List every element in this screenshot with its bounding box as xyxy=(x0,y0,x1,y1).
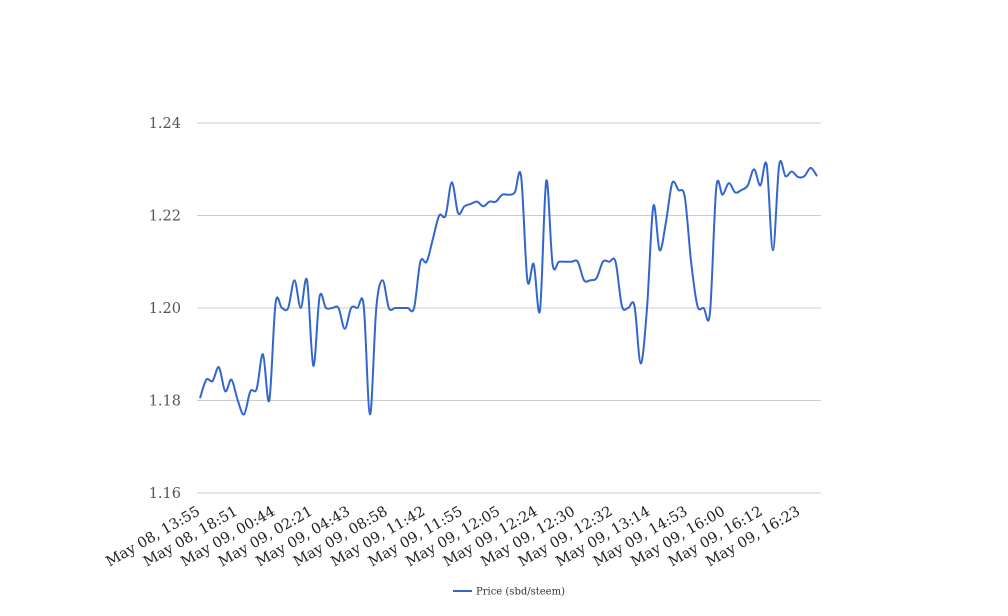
y-tick-label: 1.16 xyxy=(149,486,181,502)
y-tick-label: 1.18 xyxy=(149,394,181,410)
y-tick-label: 1.24 xyxy=(149,116,181,132)
series-line-price xyxy=(199,160,818,416)
grid-lines xyxy=(197,122,821,494)
y-tick-label: 1.22 xyxy=(149,209,181,225)
series-layer xyxy=(199,160,818,416)
y-axis-ticks: 1.16 1.18 1.20 1.22 1.24 xyxy=(149,116,181,502)
legend: Price (sbd/steem) xyxy=(453,587,565,598)
legend-label: Price (sbd/steem) xyxy=(476,587,565,598)
y-tick-label: 1.20 xyxy=(149,301,181,317)
